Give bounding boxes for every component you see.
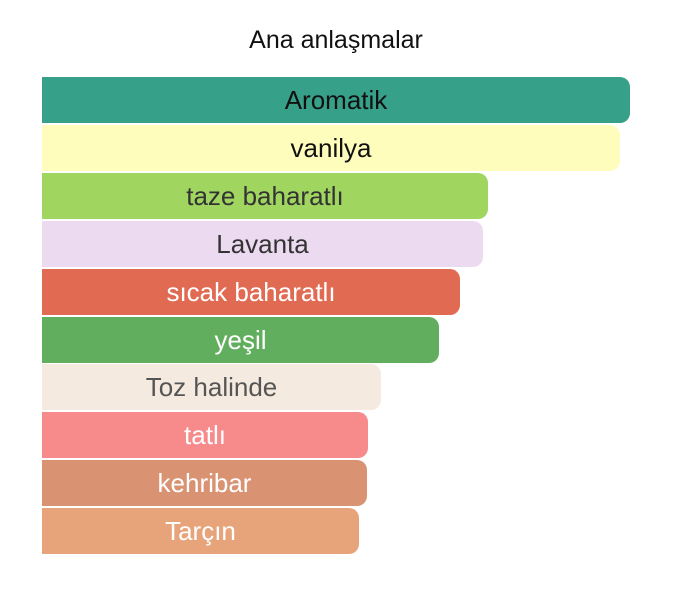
accord-label: Aromatik xyxy=(284,85,388,115)
accord-label: sıcak baharatlı xyxy=(166,277,336,307)
accord-label: Lavanta xyxy=(216,229,309,259)
accord-bar xyxy=(42,364,381,410)
accord-bar xyxy=(42,317,439,363)
accord-bar xyxy=(42,125,620,171)
accord-label: tatlı xyxy=(184,420,226,450)
accord-bar xyxy=(42,460,367,506)
accord-label: taze baharatlı xyxy=(186,181,344,211)
accord-bar xyxy=(42,508,359,554)
accord-label: Toz halinde xyxy=(145,372,278,402)
accord-bar xyxy=(42,269,460,315)
accord-bar xyxy=(42,77,630,123)
accord-label: yeşil xyxy=(214,325,267,355)
accord-bar xyxy=(42,221,483,267)
chart-title: Ana anlaşmalar xyxy=(249,26,423,54)
accord-bar xyxy=(42,173,488,219)
accord-label: Tarçın xyxy=(165,516,236,546)
accord-bar xyxy=(42,412,368,458)
accord-label: kehribar xyxy=(157,468,252,498)
accord-label: vanilya xyxy=(290,133,372,163)
